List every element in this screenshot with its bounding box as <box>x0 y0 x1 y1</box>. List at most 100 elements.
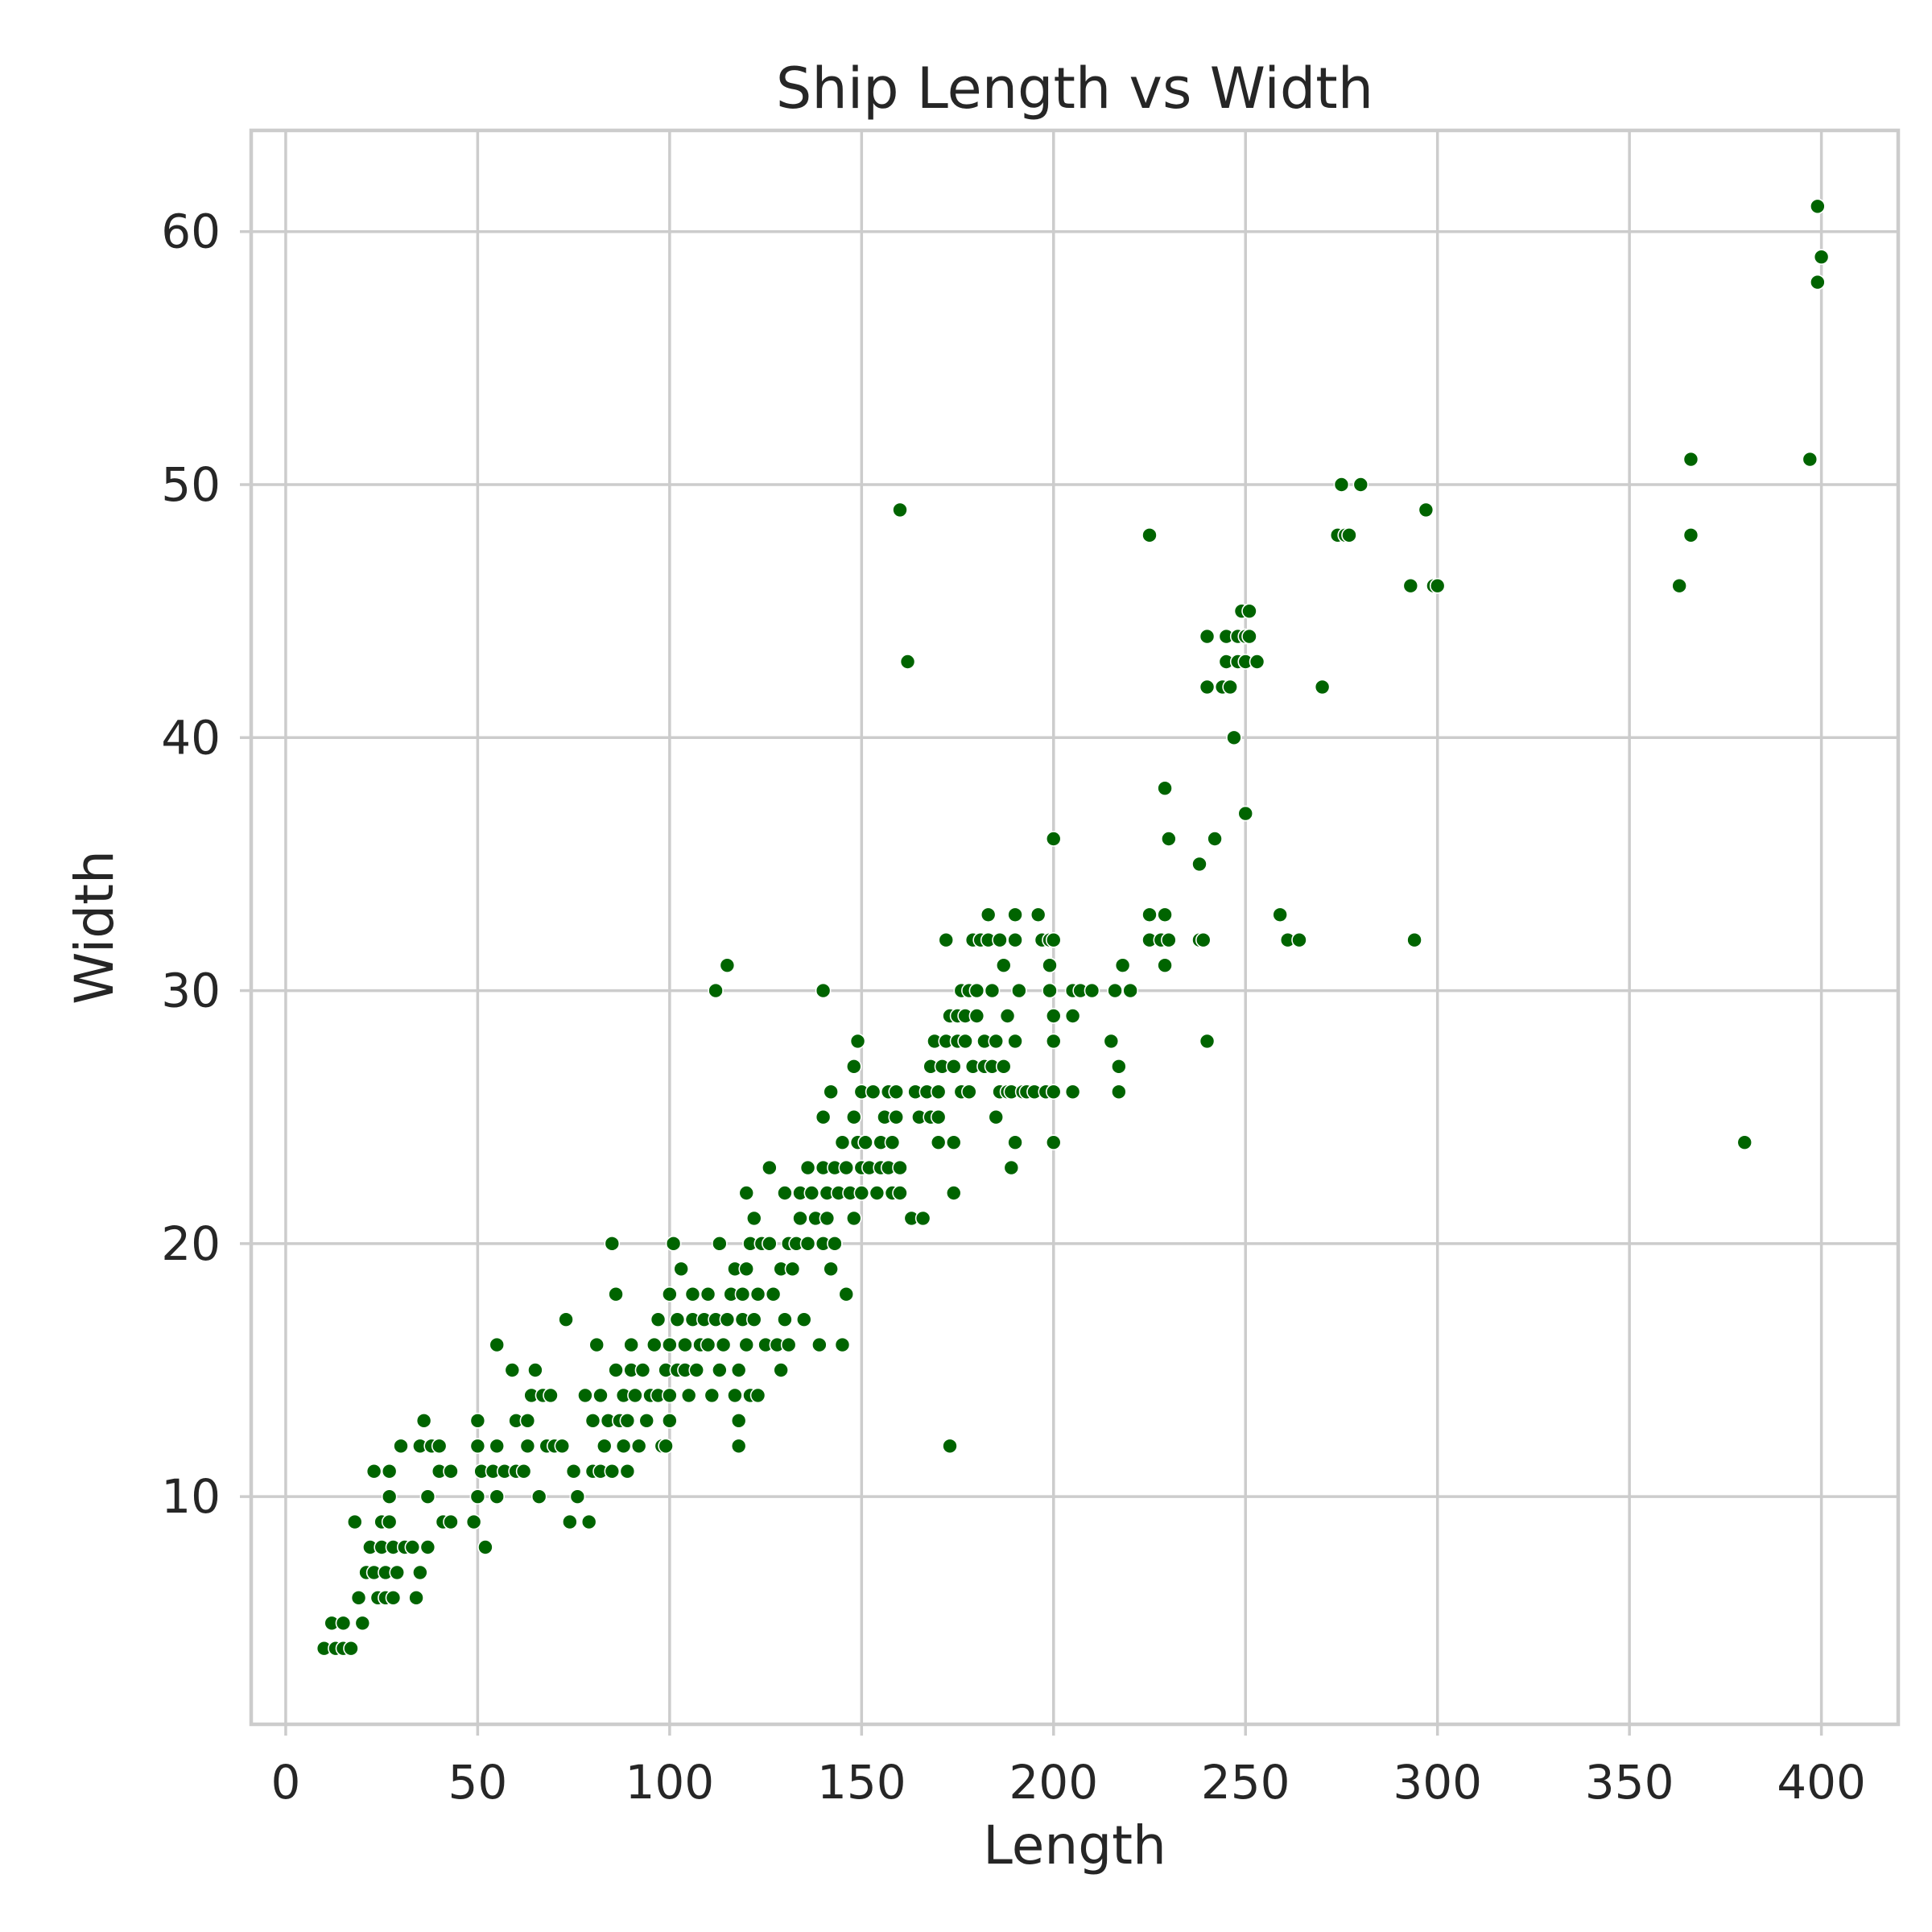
data-point <box>1011 982 1027 999</box>
data-point <box>588 1336 605 1353</box>
data-point <box>1161 931 1177 948</box>
data-point <box>1103 1033 1120 1050</box>
data-point <box>749 1387 766 1404</box>
data-point <box>988 1033 1005 1050</box>
data-point <box>543 1387 559 1404</box>
data-point <box>730 1362 747 1378</box>
x-tick-label: 350 <box>1585 1755 1674 1810</box>
data-point <box>1045 1134 1062 1150</box>
data-point <box>730 1413 747 1429</box>
data-point <box>1064 1084 1081 1100</box>
data-point <box>914 1210 931 1227</box>
data-point <box>1003 1159 1020 1176</box>
x-tick-label: 50 <box>448 1755 507 1810</box>
data-point <box>834 1336 851 1353</box>
data-point <box>884 1134 901 1150</box>
data-point <box>995 1059 1012 1075</box>
data-point <box>777 1311 793 1327</box>
data-point <box>346 1513 363 1530</box>
data-point <box>1199 679 1216 696</box>
y-tick-label: 10 <box>161 1469 221 1524</box>
data-point <box>1237 805 1254 822</box>
data-point <box>865 1084 881 1100</box>
data-point <box>700 1286 716 1302</box>
data-point <box>1352 477 1369 493</box>
data-point <box>1291 931 1307 948</box>
data-point <box>1272 906 1288 923</box>
data-point <box>999 1008 1016 1024</box>
data-point <box>1111 1059 1127 1075</box>
data-point <box>381 1488 398 1505</box>
data-point <box>1333 477 1350 493</box>
data-point <box>519 1438 536 1455</box>
data-point <box>477 1539 493 1555</box>
data-point <box>669 1311 686 1327</box>
data-point <box>1045 1033 1062 1050</box>
data-point <box>773 1362 789 1378</box>
data-point <box>1314 679 1331 696</box>
data-point <box>738 1185 755 1201</box>
data-point <box>899 654 916 670</box>
data-point <box>1682 451 1699 468</box>
data-point <box>1042 982 1058 999</box>
data-point <box>823 1261 839 1278</box>
data-point <box>738 1336 755 1353</box>
data-point <box>869 1185 886 1201</box>
data-point <box>1042 957 1058 973</box>
data-point <box>1107 982 1123 999</box>
data-point <box>811 1336 828 1353</box>
data-point <box>945 1185 962 1201</box>
data-point <box>784 1261 801 1278</box>
data-point <box>892 1185 908 1201</box>
data-point <box>658 1438 674 1455</box>
data-point <box>684 1286 701 1302</box>
data-point <box>1045 1084 1062 1100</box>
data-point <box>519 1413 536 1429</box>
y-tick-label: 60 <box>161 204 221 259</box>
data-point <box>1045 1008 1062 1024</box>
data-point <box>799 1236 816 1252</box>
data-point <box>623 1336 639 1353</box>
data-point <box>1222 679 1238 696</box>
data-point <box>569 1488 586 1505</box>
y-tick-label: 30 <box>161 964 221 1018</box>
data-point <box>1007 906 1023 923</box>
data-point <box>968 982 985 999</box>
data-point <box>489 1336 506 1353</box>
x-tick-label: 250 <box>1201 1755 1290 1810</box>
data-point <box>1064 1008 1081 1024</box>
data-point <box>1111 1084 1127 1100</box>
data-point <box>504 1362 521 1378</box>
grid <box>251 130 1898 1724</box>
data-point <box>930 1108 947 1125</box>
data-point <box>708 982 724 999</box>
data-point <box>1141 527 1158 543</box>
chart-title: Ship Length vs Width <box>776 56 1373 122</box>
data-point <box>354 1615 371 1632</box>
data-point <box>443 1463 459 1480</box>
data-point <box>515 1463 532 1480</box>
data-point <box>419 1539 436 1555</box>
data-point <box>980 906 997 923</box>
data-point <box>892 1159 908 1176</box>
x-axis-label: Length <box>983 1814 1166 1876</box>
data-point <box>335 1615 352 1632</box>
data-point <box>849 1033 866 1050</box>
data-point <box>412 1564 428 1581</box>
data-point <box>1157 957 1173 973</box>
data-point <box>762 1159 778 1176</box>
data-point <box>1682 527 1699 543</box>
data-point <box>608 1362 624 1378</box>
data-point <box>1157 906 1173 923</box>
x-tick-label: 150 <box>817 1755 906 1810</box>
data-point <box>1810 274 1826 291</box>
data-point <box>1195 931 1212 948</box>
data-points <box>316 198 1830 1657</box>
data-point <box>815 982 832 999</box>
data-point <box>673 1261 689 1278</box>
data-point <box>1802 451 1818 468</box>
y-tick-label: 20 <box>161 1216 221 1271</box>
data-point <box>577 1387 593 1404</box>
data-point <box>630 1438 647 1455</box>
